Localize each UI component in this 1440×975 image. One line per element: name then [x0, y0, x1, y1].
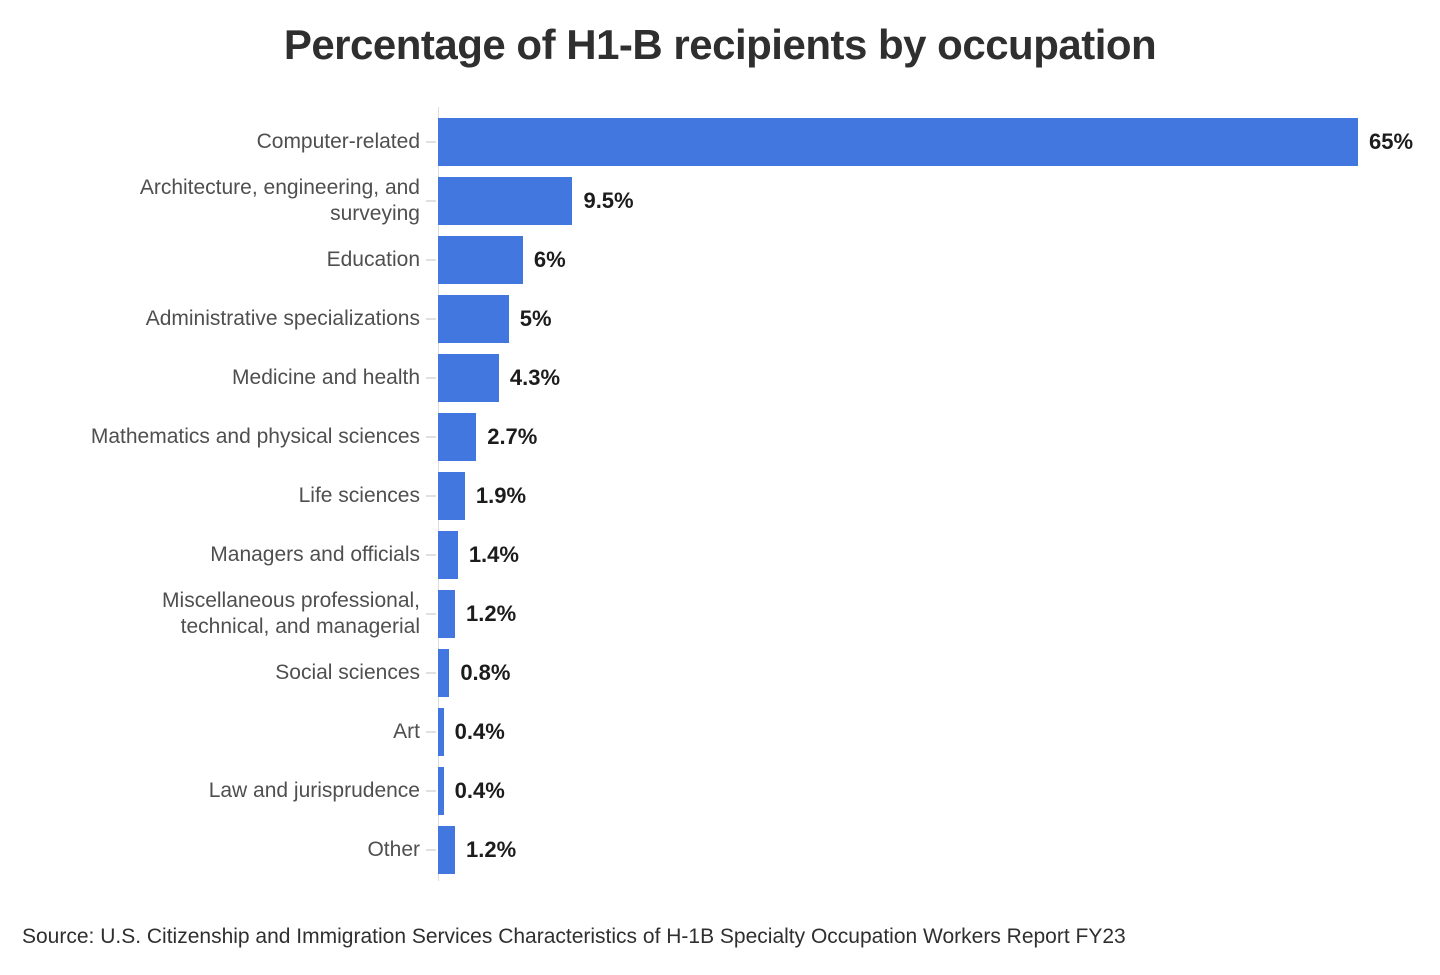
chart-title: Percentage of H1-B recipients by occupat… — [283, 21, 1157, 68]
category-label: Architecture, engineering, and surveying — [0, 175, 438, 227]
category-label: Mathematics and physical sciences — [0, 424, 438, 450]
bar-rows: Computer-related 65% Architecture, enginee… — [0, 112, 1440, 879]
category-label: Medicine and health — [0, 365, 438, 391]
bar-row: Managers and officials 1.4% — [0, 525, 1440, 584]
bar-row: Social sciences 0.8% — [0, 643, 1440, 702]
axis-tick — [426, 140, 436, 143]
axis-tick — [426, 612, 436, 615]
category-label: Computer-related — [0, 129, 438, 155]
bar — [438, 176, 573, 225]
value-label: 1.2% — [465, 836, 517, 862]
value-label: 2.7% — [487, 423, 538, 449]
value-label: 9.5% — [583, 187, 634, 213]
bar-row: Mathematics and physical sciences 2.7% — [0, 407, 1440, 466]
axis-tick — [426, 494, 436, 497]
bar-track: 1.9% — [438, 471, 1440, 520]
bar — [438, 589, 455, 638]
bar-row: Education 6% — [0, 230, 1440, 289]
bar-row: Law and jurisprudence 0.4% — [0, 761, 1440, 820]
bar-track: 0.4% — [438, 766, 1440, 815]
bar-row: Life sciences 1.9% — [0, 466, 1440, 525]
bar — [438, 235, 523, 284]
category-label: Administrative specializations — [0, 306, 438, 332]
bar — [438, 353, 499, 402]
chart-page: Percentage of H1-B recipients by occupat… — [0, 20, 1440, 975]
category-label: Social sciences — [0, 660, 438, 686]
bar-track: 1.2% — [438, 825, 1440, 874]
bar — [438, 825, 455, 874]
bar — [438, 412, 477, 461]
bar-row: Other 1.2% — [0, 820, 1440, 879]
bar-track: 0.8% — [438, 648, 1440, 697]
axis-tick — [426, 848, 436, 851]
bar — [438, 294, 509, 343]
value-label: 0.8% — [460, 659, 511, 685]
axis-tick — [426, 553, 436, 556]
bar-row: Administrative specializations 5% — [0, 289, 1440, 348]
axis-tick — [426, 376, 436, 379]
category-label: Law and jurisprudence — [0, 778, 438, 804]
bar-row: Miscellaneous professional, technical, a… — [0, 584, 1440, 643]
axis-tick — [426, 730, 436, 733]
category-label: Other — [0, 837, 438, 863]
bar-track: 5% — [438, 294, 1440, 343]
bar — [438, 648, 450, 697]
bar-row: Art 0.4% — [0, 702, 1440, 761]
axis-tick — [426, 258, 436, 261]
bar-track: 9.5% — [438, 176, 1440, 225]
value-label: 0.4% — [454, 718, 505, 744]
value-label: 5% — [519, 305, 552, 331]
value-label: 1.9% — [475, 482, 527, 508]
bar-track: 6% — [438, 235, 1440, 284]
value-label: 6% — [533, 246, 566, 272]
bar-track: 65% — [438, 117, 1440, 166]
category-label: Managers and officials — [0, 542, 438, 568]
category-label: Art — [0, 719, 438, 745]
category-label: Life sciences — [0, 483, 438, 509]
category-label: Miscellaneous professional, technical, a… — [0, 588, 438, 640]
source-attribution: Source: U.S. Citizenship and Immigration… — [22, 925, 1126, 949]
bar-row: Architecture, engineering, and surveying… — [0, 171, 1440, 230]
bar — [438, 707, 444, 756]
bar-track: 1.4% — [438, 530, 1440, 579]
axis-tick — [426, 199, 436, 202]
bar — [438, 117, 1358, 166]
bar-row: Computer-related 65% — [0, 112, 1440, 171]
axis-tick — [426, 435, 436, 438]
bar-track: 1.2% — [438, 589, 1440, 638]
value-label: 0.4% — [454, 777, 505, 803]
bar-track: 0.4% — [438, 707, 1440, 756]
bar — [438, 766, 444, 815]
bar — [438, 471, 465, 520]
bar-track: 4.3% — [438, 353, 1440, 402]
axis-tick — [426, 671, 436, 674]
axis-tick — [426, 317, 436, 320]
value-label: 4.3% — [509, 364, 561, 390]
value-label: 1.2% — [465, 600, 517, 626]
bar-row: Medicine and health 4.3% — [0, 348, 1440, 407]
value-label: 65% — [1369, 128, 1414, 154]
axis-tick — [426, 789, 436, 792]
value-label: 1.4% — [468, 541, 519, 567]
bar-track: 2.7% — [438, 412, 1440, 461]
bar — [438, 530, 458, 579]
category-label: Education — [0, 247, 438, 273]
chart-area: Computer-related 65% Architecture, enginee… — [0, 107, 1440, 882]
